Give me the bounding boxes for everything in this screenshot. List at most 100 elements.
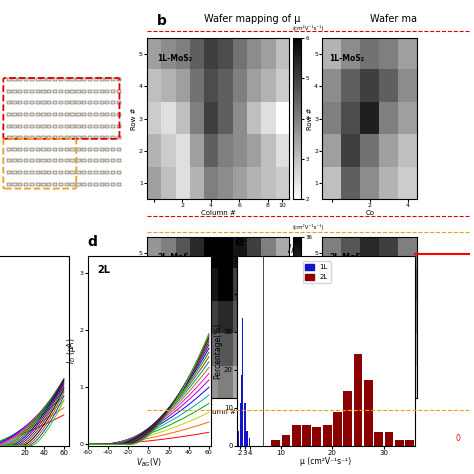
Bar <box>88 90 92 93</box>
Y-axis label: Row #: Row # <box>307 306 313 329</box>
Bar <box>30 148 34 151</box>
Bar <box>76 90 81 93</box>
Bar <box>24 113 28 116</box>
Bar <box>76 78 81 81</box>
Bar <box>12 90 17 93</box>
Bar <box>64 78 69 81</box>
Bar <box>76 136 81 139</box>
Bar <box>292 425 301 446</box>
Bar <box>36 182 40 186</box>
Bar <box>76 125 81 128</box>
Y-axis label: Row #: Row # <box>131 107 137 130</box>
Bar <box>53 148 57 151</box>
Legend: 1L, 2L: 1L, 2L <box>303 261 330 283</box>
Bar <box>36 90 40 93</box>
Y-axis label: Row #: Row # <box>131 306 137 329</box>
Bar <box>244 403 245 446</box>
Bar <box>105 125 109 128</box>
Bar <box>82 159 86 163</box>
Bar <box>117 148 121 151</box>
Bar <box>12 113 17 116</box>
Bar <box>94 101 98 104</box>
Bar <box>47 101 51 104</box>
Bar <box>47 113 51 116</box>
Bar <box>71 113 75 116</box>
Bar <box>111 136 115 139</box>
Text: 0: 0 <box>455 434 460 443</box>
X-axis label: Co: Co <box>365 210 374 216</box>
Bar <box>24 90 28 93</box>
Text: d: d <box>88 235 98 249</box>
Bar <box>94 125 98 128</box>
Bar <box>94 159 98 163</box>
Bar <box>64 159 69 163</box>
Bar <box>323 425 331 446</box>
Bar <box>36 101 40 104</box>
Bar <box>41 159 46 163</box>
Bar <box>47 125 51 128</box>
Bar <box>88 159 92 163</box>
Bar <box>47 171 51 174</box>
Bar <box>30 182 34 186</box>
Bar <box>18 136 22 139</box>
Text: 2L-MoS₂: 2L-MoS₂ <box>329 253 364 262</box>
Bar <box>41 171 46 174</box>
Bar <box>7 136 11 139</box>
Bar <box>59 101 63 104</box>
Bar <box>111 182 115 186</box>
Bar <box>12 78 17 81</box>
Bar <box>41 113 46 116</box>
Bar <box>241 374 242 446</box>
Bar <box>76 113 81 116</box>
Y-axis label: Row #: Row # <box>307 107 313 130</box>
Bar <box>333 411 342 446</box>
Bar <box>71 171 75 174</box>
Bar <box>59 171 63 174</box>
Text: e: e <box>235 235 244 249</box>
Bar <box>12 136 17 139</box>
Bar <box>94 171 98 174</box>
Bar <box>105 171 109 174</box>
Bar <box>238 431 239 446</box>
Bar <box>111 148 115 151</box>
Bar <box>117 78 121 81</box>
Bar <box>59 148 63 151</box>
Bar <box>94 136 98 139</box>
Bar <box>64 90 69 93</box>
Bar <box>82 113 86 116</box>
Bar <box>47 182 51 186</box>
Bar <box>30 136 34 139</box>
Bar <box>18 182 22 186</box>
Bar <box>117 182 121 186</box>
Bar <box>88 125 92 128</box>
Text: 1L-MoS₂: 1L-MoS₂ <box>329 54 364 63</box>
Bar <box>7 148 11 151</box>
Bar <box>88 113 92 116</box>
Bar <box>247 431 248 446</box>
Bar <box>47 78 51 81</box>
Bar <box>88 148 92 151</box>
X-axis label: Column #: Column # <box>201 409 236 415</box>
Bar <box>7 113 11 116</box>
Bar <box>395 440 404 446</box>
Bar <box>117 90 121 93</box>
Bar <box>405 440 414 446</box>
Bar <box>100 113 104 116</box>
Bar <box>100 90 104 93</box>
Bar <box>12 125 17 128</box>
Bar <box>12 101 17 104</box>
Bar <box>53 159 57 163</box>
Bar <box>41 148 46 151</box>
Text: //: // <box>288 244 294 254</box>
Bar <box>64 113 69 116</box>
Bar <box>64 171 69 174</box>
Bar <box>30 125 34 128</box>
Bar <box>271 440 280 446</box>
Bar <box>30 113 34 116</box>
Bar <box>7 90 11 93</box>
Bar <box>12 148 17 151</box>
Bar <box>384 432 393 446</box>
Bar <box>36 136 40 139</box>
Bar <box>7 159 11 163</box>
Bar <box>18 113 22 116</box>
